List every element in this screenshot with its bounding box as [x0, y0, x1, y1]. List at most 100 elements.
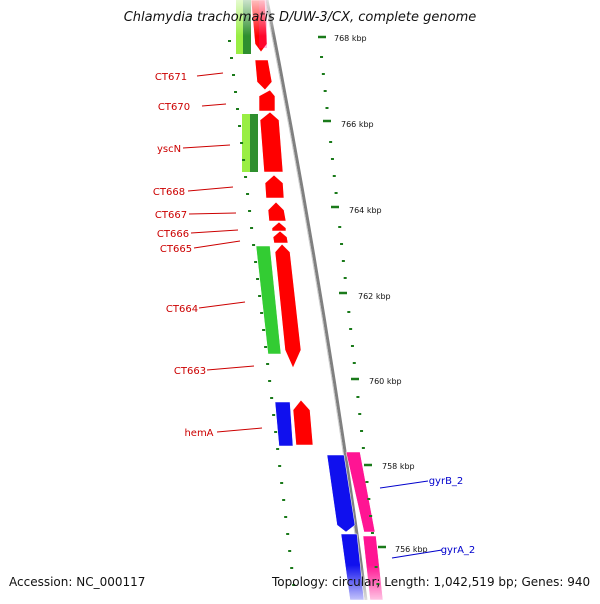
scale-tick-label: 758 kbp [382, 462, 415, 471]
scale-dot-outer [329, 141, 333, 143]
scale-dot-outer [369, 515, 373, 517]
scale-dot-inner [252, 244, 256, 246]
cds-reverse-hema-blue [274, 401, 294, 447]
scale-dot-inner [230, 57, 234, 59]
gene-label: gyrB_2 [429, 476, 464, 487]
scale-ticks: 768 kbp 766 kbp 764 kbp 762 kbp 760 kbp 758 k… [318, 34, 428, 554]
scale-dot-outer [343, 277, 347, 279]
cds-ct668-arrow [264, 174, 285, 199]
scale-dot-inner [260, 312, 264, 314]
scale-dot-outer [338, 226, 342, 228]
scale-tick-label: 762 kbp [358, 292, 391, 301]
scale-dot-inner [280, 482, 284, 484]
scale-dot-outer [321, 73, 325, 75]
scale-dot-outer [365, 481, 369, 483]
scale-dot-inner [232, 74, 236, 76]
pink-feature-gyrb2 [345, 451, 376, 533]
scale-dot-inner [266, 363, 270, 365]
right-gene-labels: gyrB_2 gyrA_2 [379, 476, 476, 559]
cds-reverse-ct664 [255, 245, 282, 355]
scale-dot-inner [240, 142, 244, 144]
scale-dot-outer [367, 498, 371, 500]
gene-label: CT668 [153, 187, 185, 198]
scale-dots [228, 40, 380, 586]
reverse-strand-features [236, 0, 365, 601]
scale-dot-inner [268, 380, 272, 382]
scale-dot-outer [340, 243, 344, 245]
gene-label-leader [196, 72, 224, 77]
gene-label-leader [206, 365, 255, 371]
cds-ct671-arrow [254, 59, 273, 91]
scale-dot-inner [248, 210, 252, 212]
cds-gyrb2-blue [326, 454, 356, 533]
cds-ct667-arrow [267, 201, 287, 222]
scale-dot-inner [272, 414, 276, 416]
left-gene-labels: CT671 CT670 yscN CT668 CT667 CT666 CT665 CT664 C… [153, 72, 263, 439]
gene-label-leader [188, 212, 237, 215]
cds-ct665-arrow [272, 230, 289, 244]
scale-dot-inner [278, 465, 282, 467]
scale-dot-outer [374, 566, 378, 568]
scale-dot-outer [361, 447, 365, 449]
scale-dot-inner [288, 550, 292, 552]
scale-dot-outer [341, 260, 345, 262]
scale-dot-inner [282, 499, 286, 501]
cds-ct670-arrow [258, 89, 276, 112]
scale-dot-inner [242, 159, 246, 161]
scale-dot-inner [234, 91, 238, 93]
scale-dot-outer [356, 396, 360, 398]
gene-label-leader [190, 229, 239, 234]
scale-dot-outer [347, 311, 351, 313]
scale-dot-inner [258, 295, 262, 297]
gene-label: CT664 [166, 304, 198, 315]
scale-dot-outer [323, 90, 327, 92]
gene-label: CT665 [160, 244, 192, 255]
gene-label: hemA [184, 428, 213, 439]
scale-dot-inner [262, 329, 266, 331]
scale-dot-inner [270, 397, 274, 399]
genome-backbone [265, 0, 368, 601]
scale-dot-inner [254, 261, 258, 263]
scale-dot-inner [286, 533, 290, 535]
gene-label-leader [391, 549, 443, 559]
scale-dot-inner [236, 108, 240, 110]
scale-dot-inner [274, 431, 278, 433]
scale-dot-outer [376, 583, 380, 585]
gene-label: gyrA_2 [441, 545, 476, 556]
gene-label-leader [187, 186, 234, 192]
scale-tick-label: 768 kbp [334, 34, 367, 43]
scale-dot-inner [256, 278, 260, 280]
scale-dot-inner [264, 346, 268, 348]
scale-dot-outer [350, 345, 354, 347]
gene-label: CT670 [158, 102, 190, 113]
scale-dot-inner [250, 227, 254, 229]
scale-dot-outer [334, 192, 338, 194]
gene-label: CT671 [155, 72, 187, 83]
scale-dot-outer [370, 532, 374, 534]
cds-ct664-arrow [274, 243, 302, 369]
cds-ct666-arrow [271, 221, 287, 232]
cds-reverse-yscn-dark [250, 114, 258, 172]
scale-dot-outer [358, 413, 362, 415]
gene-label: CT666 [157, 229, 189, 240]
scale-tick-label: 756 kbp [395, 545, 428, 554]
forward-strand-features [250, 0, 314, 446]
genome-summary: Topology: circular; Length: 1,042,519 bp… [272, 575, 591, 589]
scale-dot-outer [325, 107, 329, 109]
gene-label-leader [182, 144, 231, 149]
gene-label: yscN [157, 144, 181, 155]
gene-label-leader [216, 427, 263, 433]
scale-tick-label: 764 kbp [349, 206, 382, 215]
scale-dot-inner [244, 176, 248, 178]
top-fade [220, 0, 340, 36]
gene-label-leader [379, 480, 429, 489]
scale-dot-inner [290, 567, 294, 569]
scale-dot-outer [330, 158, 334, 160]
scale-dot-outer [320, 56, 324, 58]
cds-yscn-arrow [259, 111, 284, 173]
gene-label: CT663 [174, 366, 206, 377]
gene-label-leader [198, 301, 246, 309]
scale-dot-inner [228, 40, 231, 42]
